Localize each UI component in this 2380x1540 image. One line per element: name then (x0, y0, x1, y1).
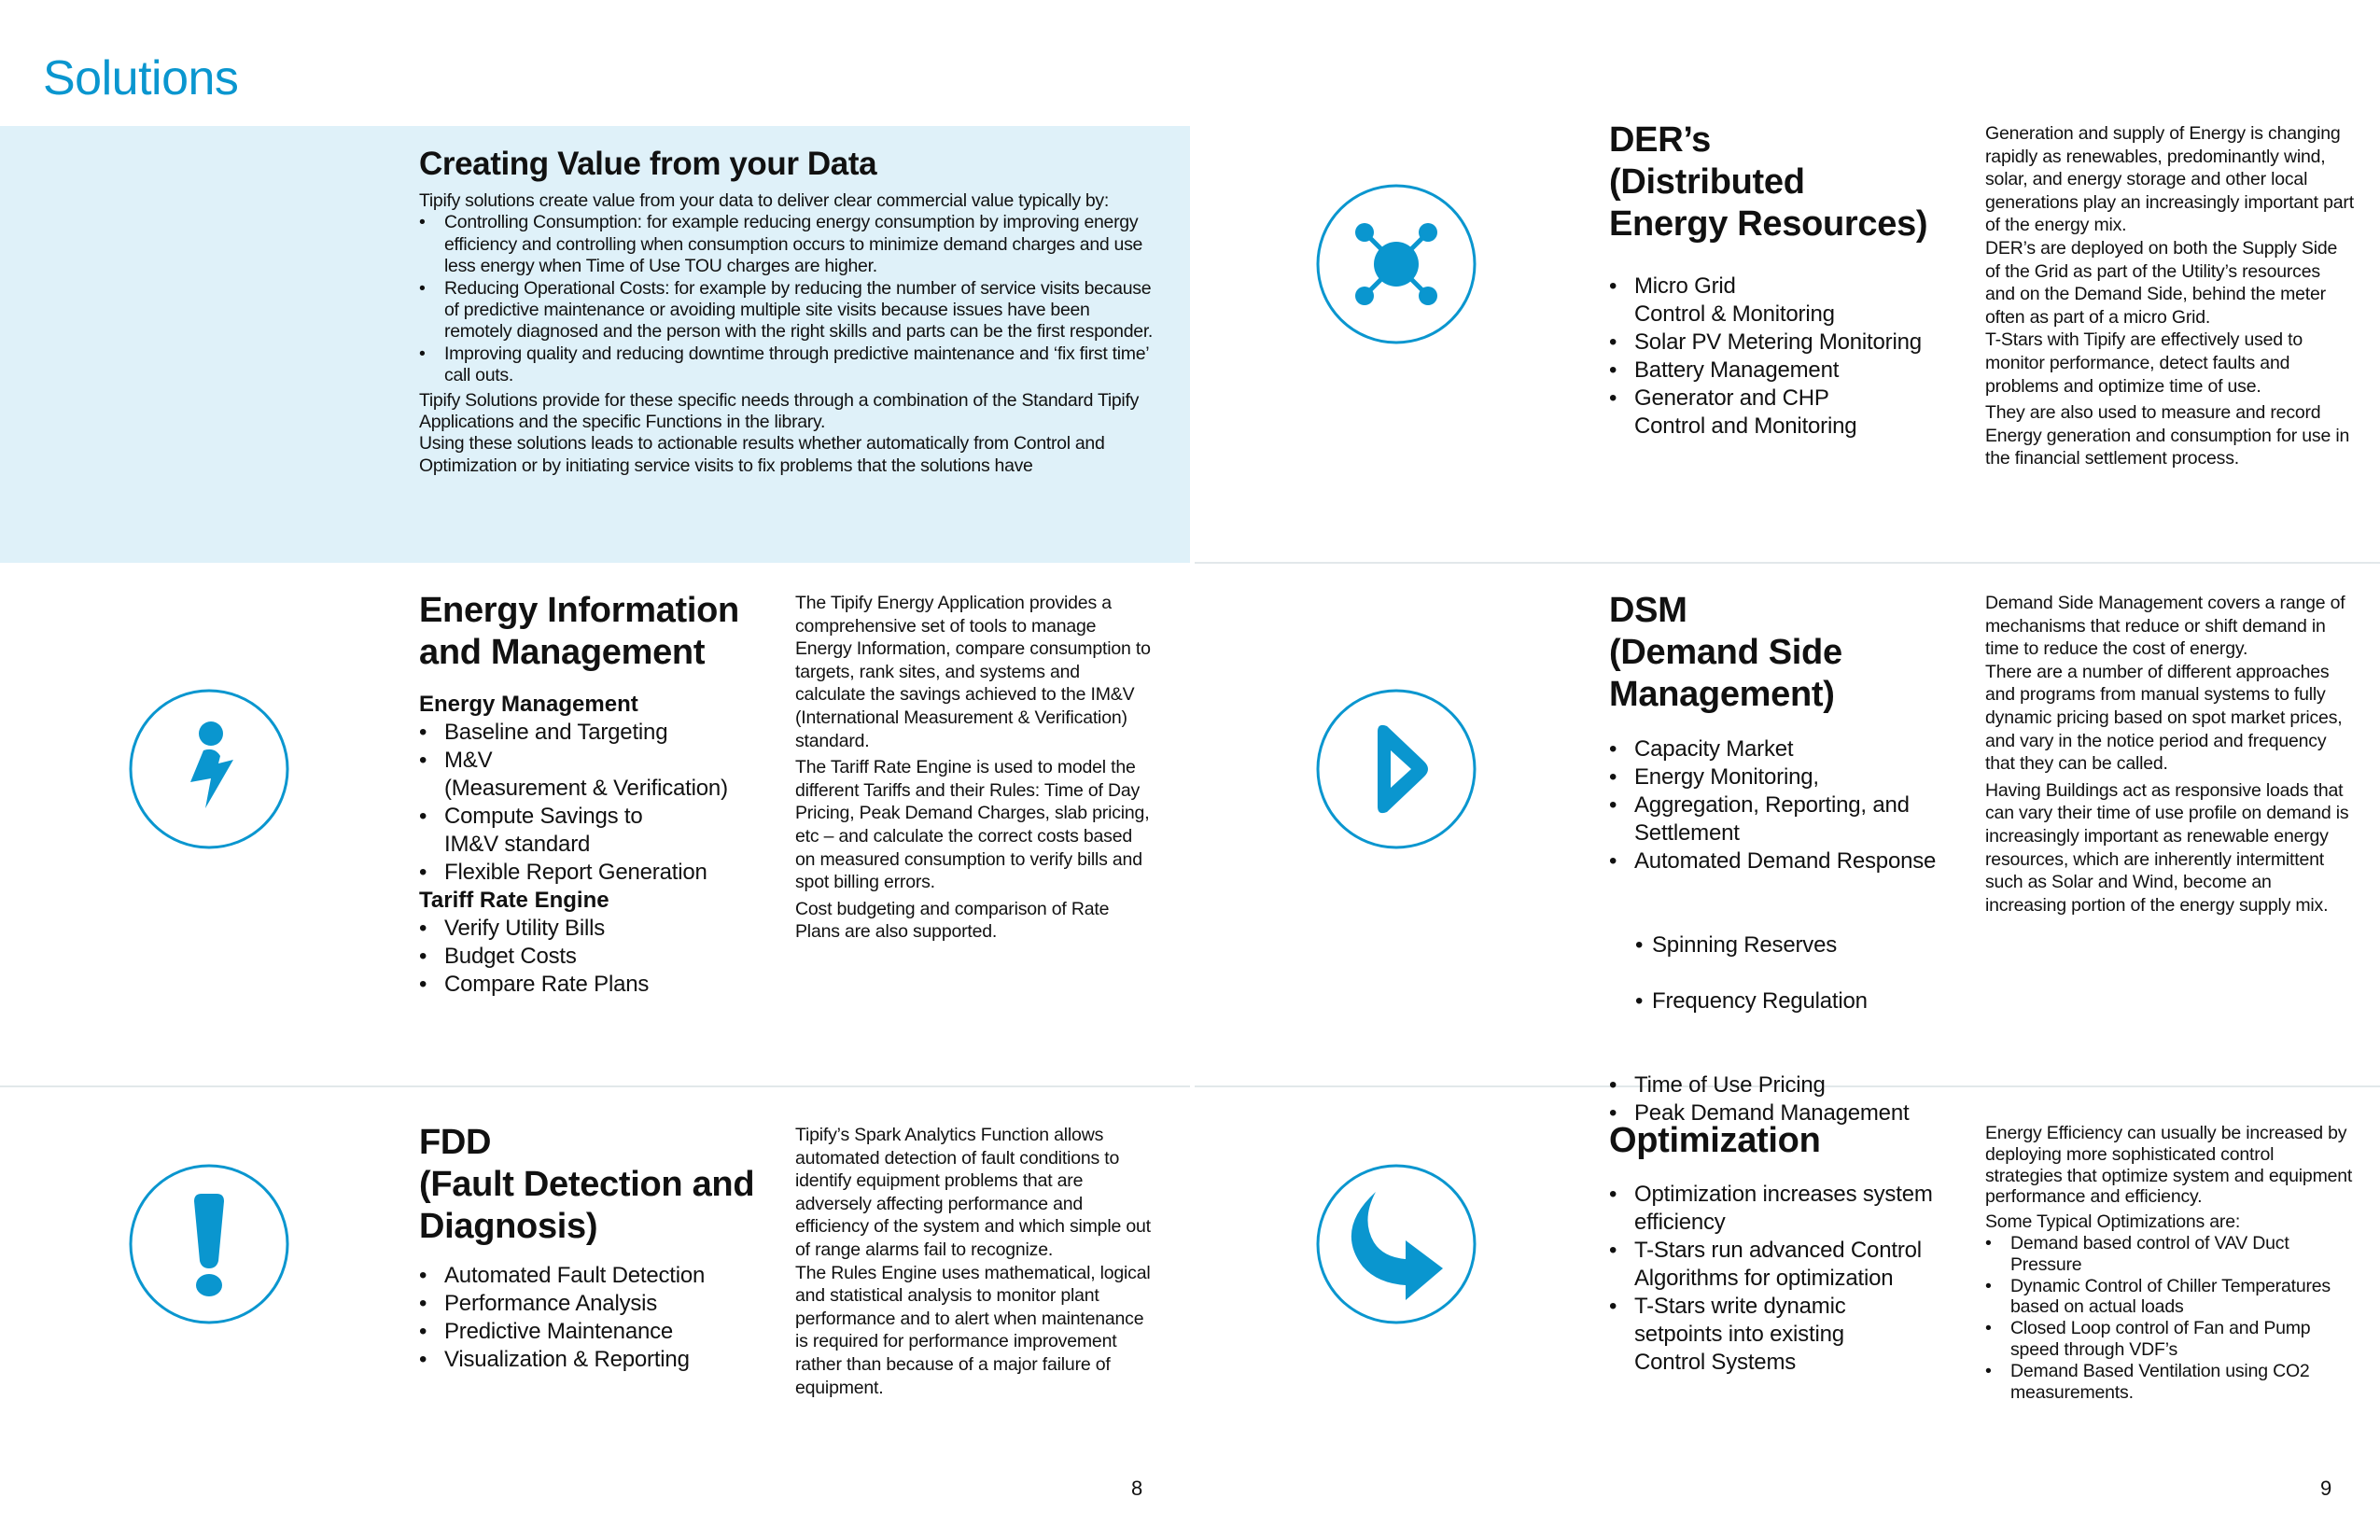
list-item: Automated Demand Response (1609, 847, 1982, 875)
list-item: Peak Demand Management (1609, 1099, 1982, 1127)
dsm-sublist: Spinning Reserves Frequency Regulation (1609, 903, 1982, 1043)
dsm-description: Demand Side Management covers a range of… (1985, 592, 2354, 920)
intro-closing: Using these solutions leads to actionabl… (419, 433, 1105, 476)
intro-bullets: Controlling Consumption: for example red… (419, 212, 1156, 386)
list-item: Performance Analysis (419, 1290, 774, 1318)
exclamation-icon (129, 1164, 289, 1324)
opt-bullets: Demand based control of VAV Duct Pressur… (1985, 1233, 2354, 1403)
eim-description: The Tipify Energy Application provides a… (795, 592, 1155, 947)
list-item: Baseline and Targeting (419, 719, 774, 747)
dsm-title: DSM (Demand Side Management) (1609, 591, 1842, 714)
list-item: Compute Savings to IM&V standard (419, 803, 774, 859)
eim-title: Energy Information and Management (419, 591, 739, 672)
list-item: Optimization increases system efficiency (1609, 1181, 1982, 1237)
divider (0, 1085, 1190, 1087)
paragraph: Generation and supply of Energy is chang… (1985, 123, 2354, 236)
list-item: M&V (Measurement & Verification) (419, 747, 774, 803)
intro-closing: Tipify Solutions provide for these speci… (419, 389, 1140, 433)
der-description: Generation and supply of Energy is chang… (1985, 122, 2354, 474)
info-lightning-icon (129, 689, 289, 849)
page-title: Solutions (43, 51, 239, 105)
list-item: Closed Loop control of Fan and Pump spee… (1985, 1318, 2354, 1361)
list-item: Demand Based Ventilation using CO2 measu… (1985, 1361, 2354, 1404)
opt-description: Energy Efficiency can usually be increas… (1985, 1123, 2354, 1403)
paragraph: The Tariff Rate Engine is used to model … (795, 757, 1150, 893)
list-item: Solar PV Metering Monitoring (1609, 329, 1973, 357)
der-title: DER’s (Distributed Energy Resources) (1609, 120, 1928, 244)
intro-title: Creating Value from your Data (419, 146, 877, 182)
eim-list-2: Verify Utility Bills Budget Costs Compar… (419, 915, 774, 999)
opt-title: Optimization (1609, 1121, 1821, 1160)
list-item: Time of Use Pricing (1609, 1071, 1982, 1099)
page-number-right: 9 (2320, 1477, 2332, 1500)
dsm-list: Capacity Market Energy Monitoring, Aggre… (1609, 735, 1982, 1127)
paragraph: Having Buildings act as responsive loads… (1985, 779, 2349, 916)
fdd-title: FDD (Fault Detection and Diagnosis) (419, 1123, 755, 1246)
paragraph: Some Typical Optimizations are: (1985, 1211, 2241, 1233)
sub-list-wrapper: Spinning Reserves Frequency Regulation (1609, 875, 1982, 1071)
paragraph: There are a number of different approach… (1985, 661, 2343, 775)
list-item: Flexible Report Generation (419, 859, 774, 887)
paragraph: Cost budgeting and comparison of Rate Pl… (795, 898, 1110, 943)
der-list: Micro Grid Control & Monitoring Solar PV… (1609, 273, 1973, 441)
eim-list-1: Baseline and Targeting M&V (Measurement … (419, 719, 774, 887)
paragraph: Energy Efficiency can usually be increas… (1985, 1123, 2353, 1208)
eim-group-heading: Tariff Rate Engine (419, 888, 609, 913)
paragraph: The Tipify Energy Application provides a… (795, 593, 1151, 751)
page-number-left: 8 (1131, 1477, 1143, 1500)
divider (1195, 562, 2380, 564)
paragraph: T-Stars with Tipify are effectively used… (1985, 329, 2303, 397)
list-item: Micro Grid Control & Monitoring (1609, 273, 1973, 329)
list-item: Predictive Maintenance (419, 1318, 774, 1346)
list-item: Spinning Reserves (1609, 931, 1982, 959)
paragraph: The Rules Engine uses mathematical, logi… (795, 1262, 1151, 1398)
list-item: Generator and CHP Control and Monitoring (1609, 385, 1973, 441)
fdd-list: Automated Fault Detection Performance An… (419, 1262, 774, 1374)
list-item: Demand based control of VAV Duct Pressur… (1985, 1233, 2354, 1276)
list-item: Energy Monitoring, (1609, 763, 1982, 791)
list-item: Budget Costs (419, 943, 774, 971)
list-item: Automated Fault Detection (419, 1262, 774, 1290)
list-item: Aggregation, Reporting, and Settlement (1609, 791, 1982, 847)
opt-list: Optimization increases system efficiency… (1609, 1181, 1982, 1377)
curved-arrow-icon (1316, 1164, 1477, 1324)
paragraph: DER’s are deployed on both the Supply Si… (1985, 237, 2338, 328)
list-item: T-Stars run advanced Control Algorithms … (1609, 1237, 1982, 1293)
list-item: Frequency Regulation (1609, 987, 1982, 1015)
eim-group-heading: Energy Management (419, 692, 638, 717)
play-arrow-icon (1316, 689, 1477, 849)
list-item: Verify Utility Bills (419, 915, 774, 943)
list-item: Dynamic Control of Chiller Temperatures … (1985, 1276, 2354, 1319)
list-item: Improving quality and reducing downtime … (419, 343, 1156, 387)
paragraph: Demand Side Management covers a range of… (1985, 593, 2345, 660)
list-item: Compare Rate Plans (419, 971, 774, 999)
intro-lead: Tipify solutions create value from your … (419, 190, 1109, 211)
network-nodes-icon (1316, 184, 1477, 344)
eim-lists: Energy Management Baseline and Targeting… (419, 691, 774, 999)
fdd-description: Tipify’s Spark Analytics Function allows… (795, 1124, 1155, 1403)
list-item: Visualization & Reporting (419, 1346, 774, 1374)
list-item: Capacity Market (1609, 735, 1982, 763)
list-item: Battery Management (1609, 357, 1973, 385)
list-item: Controlling Consumption: for example red… (419, 212, 1156, 277)
paragraph: They are also used to measure and record… (1985, 402, 2350, 469)
paragraph: Tipify’s Spark Analytics Function allows… (795, 1125, 1151, 1260)
list-item: Reducing Operational Costs: for example … (419, 278, 1156, 343)
intro-body: Tipify solutions create value from your … (419, 190, 1156, 477)
list-item: T-Stars write dynamic setpoints into exi… (1609, 1293, 1982, 1377)
